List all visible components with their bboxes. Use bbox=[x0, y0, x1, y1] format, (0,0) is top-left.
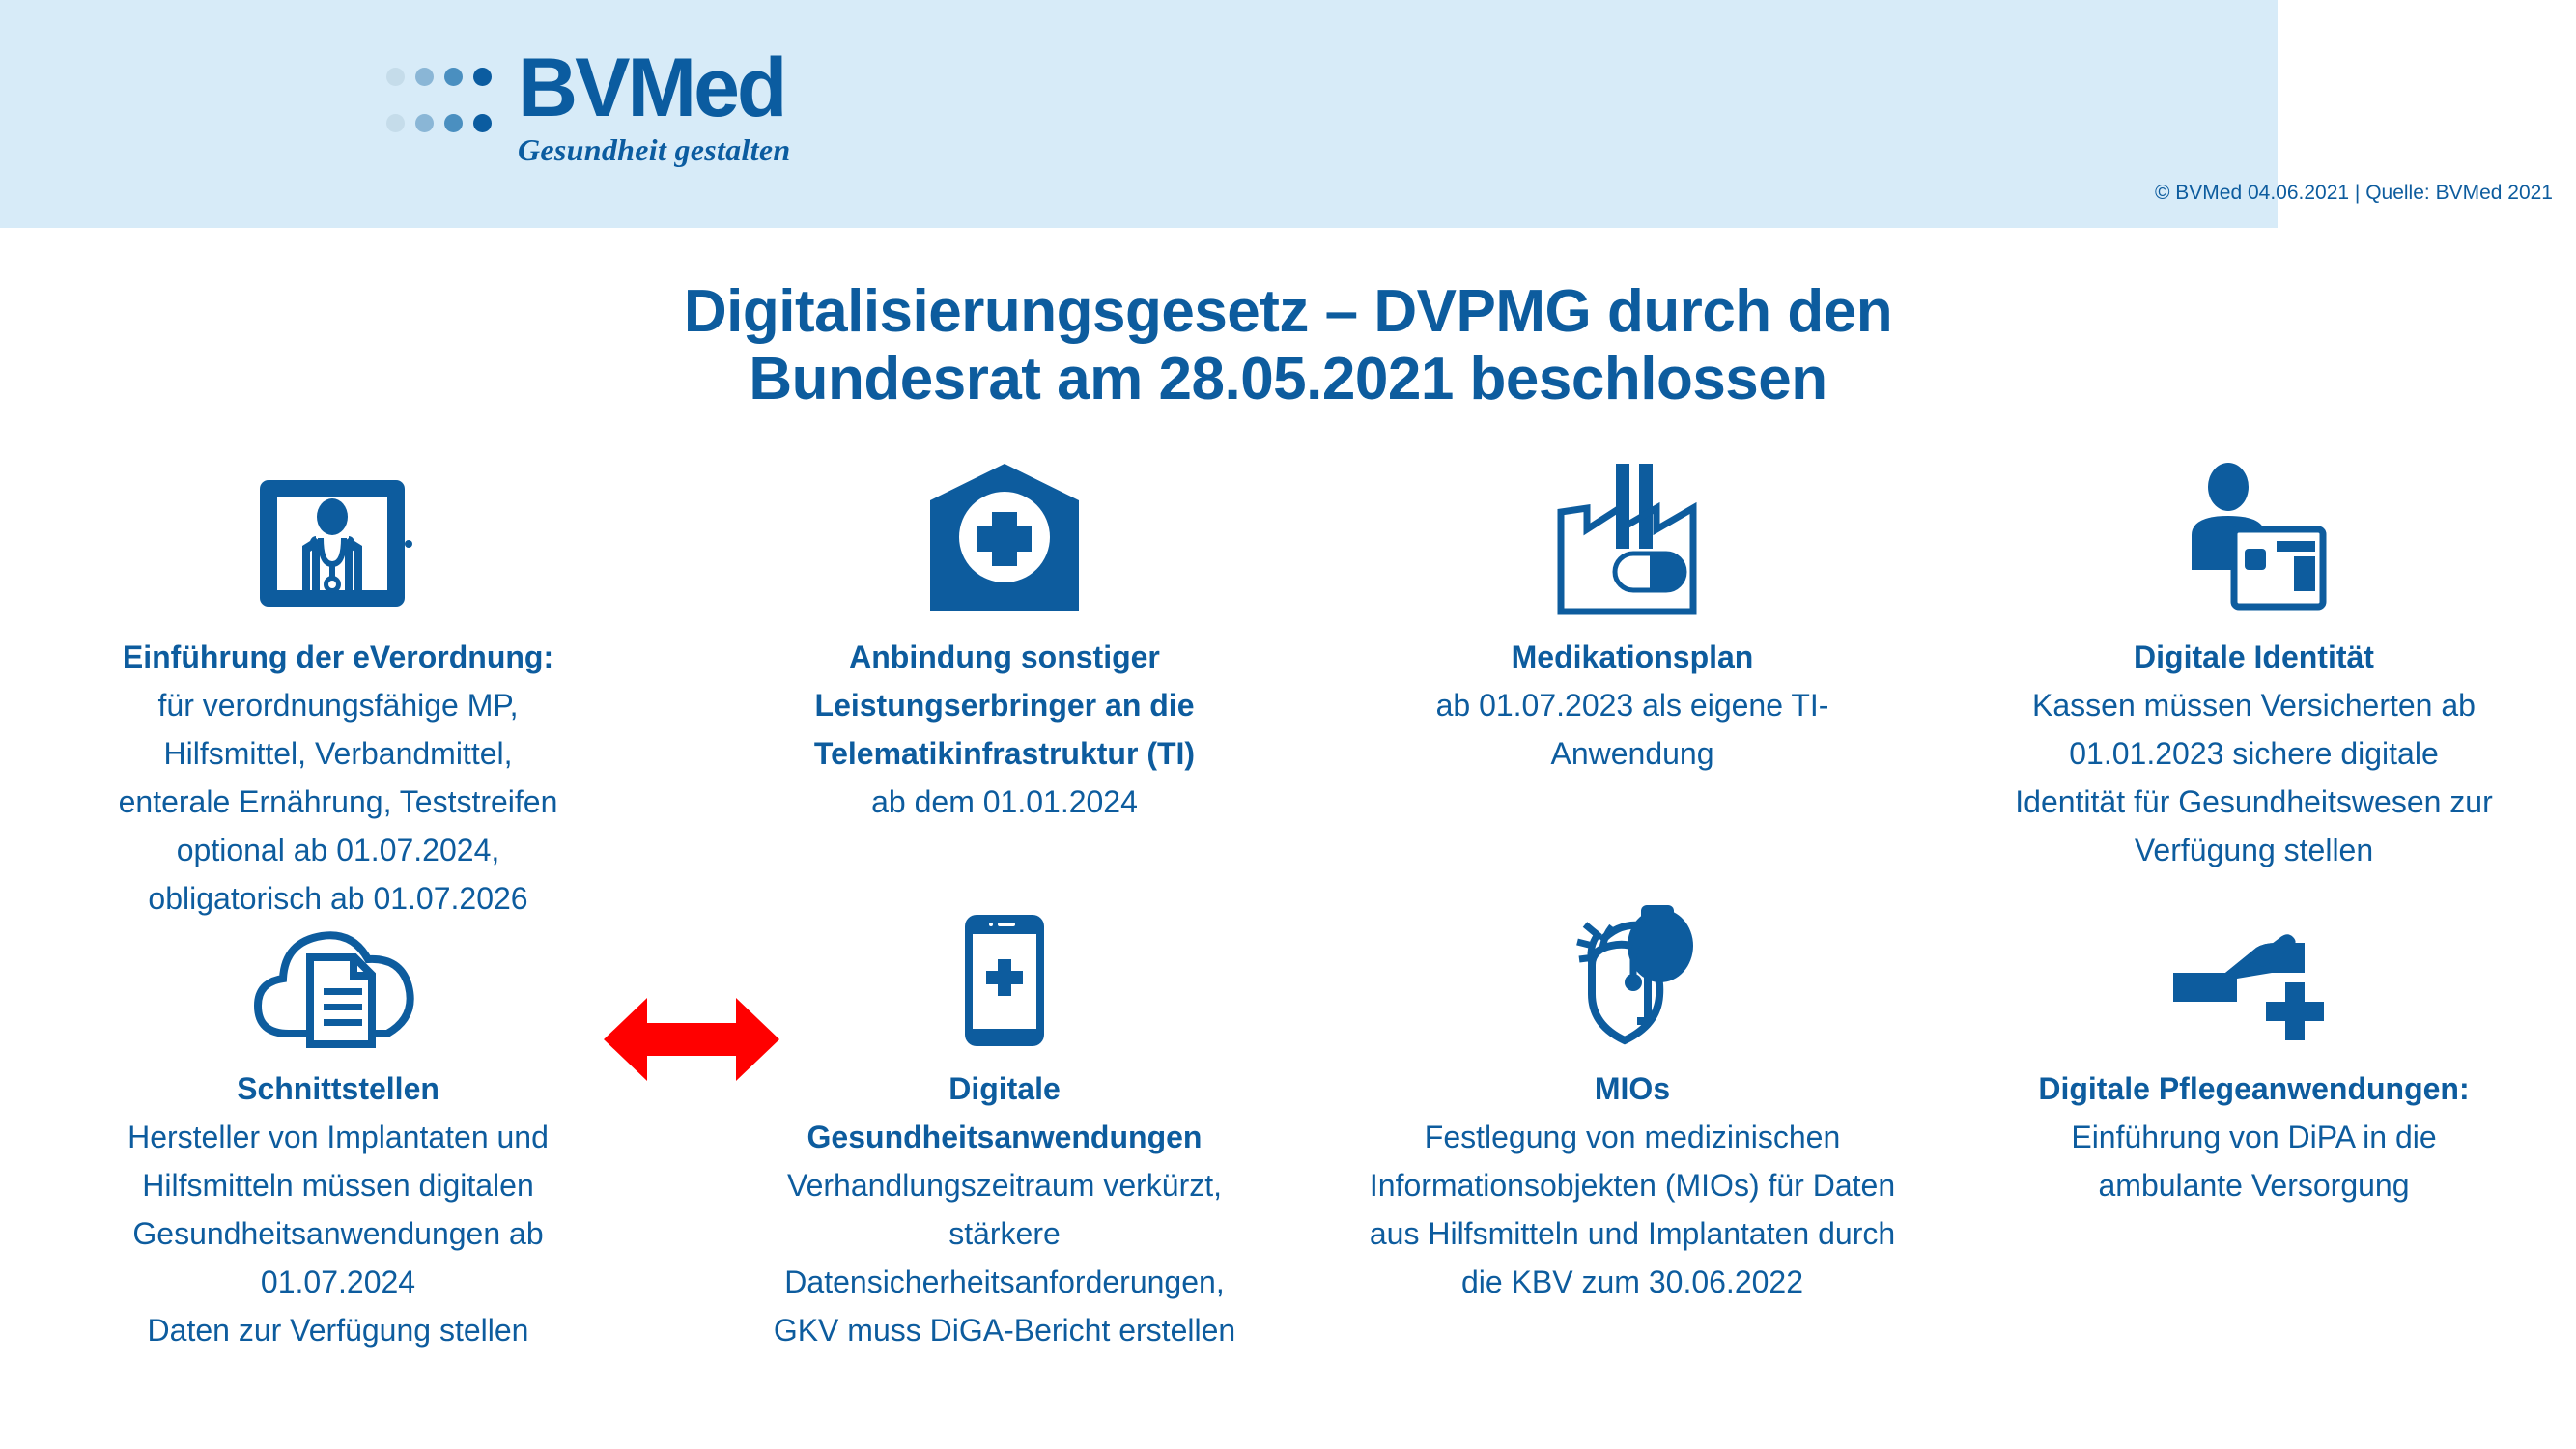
page-title: Digitalisierungsgesetz – DVPMG durch den… bbox=[0, 278, 2576, 413]
card-body-line: für verordnungsfähige MP, bbox=[157, 687, 519, 723]
icon-container bbox=[256, 462, 420, 616]
icon-container bbox=[1548, 905, 1717, 1048]
card-body-line: die KBV zum 30.06.2022 bbox=[1460, 1264, 1803, 1299]
page-title-line-1: Digitalisierungsgesetz – DVPMG durch den bbox=[683, 278, 1893, 345]
card-body-line: Informationsobjekten (MIOs) für Daten bbox=[1369, 1167, 1896, 1203]
logo-dot bbox=[386, 68, 405, 86]
card-caption: Digitale Identität Kassen müssen Versich… bbox=[1965, 634, 2544, 875]
logo-wordmark-med: Med bbox=[627, 42, 787, 134]
card-caption: Digitale Gesundheitsanwendungen Verhandl… bbox=[724, 1065, 1285, 1354]
hospital-house-cross-icon bbox=[930, 464, 1079, 611]
card-row-bottom: Schnittstellen Hersteller von Implantate… bbox=[0, 905, 2576, 1354]
card-heading: Digitale bbox=[948, 1071, 1061, 1106]
card-body-line: Kassen müssen Versicherten ab bbox=[2032, 687, 2476, 723]
card-body-line: enterale Ernährung, Teststreifen bbox=[118, 783, 558, 819]
card-body-line: ab 01.07.2023 als eigene TI- bbox=[1435, 687, 1829, 723]
card-body-line: Daten zur Verfügung stellen bbox=[147, 1312, 529, 1348]
card-digitale-gesundheitsanwendungen: Digitale Gesundheitsanwendungen Verhandl… bbox=[676, 915, 1333, 1354]
cloud-document-icon bbox=[253, 931, 414, 1048]
card-body-line: Hersteller von Implantaten und bbox=[127, 1119, 549, 1154]
heart-implant-icon bbox=[1575, 905, 1693, 1045]
card-caption: Digitale Pflegeanwendungen: Einführung v… bbox=[1984, 1065, 2525, 1210]
tablet-doctor-icon bbox=[260, 480, 412, 607]
bvmed-logo: BVMed Gesundheit gestalten bbox=[386, 46, 791, 168]
card-body-line: Datensicherheitsanforderungen, bbox=[784, 1264, 1225, 1299]
person-id-card-icon bbox=[2191, 463, 2326, 611]
copyright-notice: © BVMed 04.06.2021 | Quelle: BVMed 2021 bbox=[2154, 182, 2553, 204]
logo-tagline: Gesundheit gestalten bbox=[518, 132, 791, 168]
card-digitale-identitaet: Digitale Identität Kassen müssen Versich… bbox=[1932, 462, 2576, 923]
card-body-line: Verhandlungszeitraum verkürzt, bbox=[787, 1167, 1222, 1203]
icon-container bbox=[246, 923, 430, 1048]
page-title-line-2: Bundesrat am 28.05.2021 beschlossen bbox=[749, 346, 1827, 413]
icon-container bbox=[2172, 462, 2336, 616]
card-heading: Digitale Pflegeanwendungen: bbox=[2038, 1071, 2470, 1106]
card-body-line: Verfügung stellen bbox=[2134, 832, 2374, 867]
card-body-line: stärkere bbox=[948, 1215, 1061, 1251]
card-heading: Leistungserbringer an die bbox=[814, 687, 1195, 723]
logo-dot bbox=[386, 114, 405, 132]
card-mios: MIOs Festlegung von medizinischen Inform… bbox=[1333, 905, 1932, 1354]
logo-dot bbox=[415, 114, 434, 132]
card-caption: Schnittstellen Hersteller von Implantate… bbox=[77, 1065, 599, 1354]
card-body-line: ambulante Versorgung bbox=[2098, 1167, 2410, 1203]
card-body-line: 01.01.2023 sichere digitale bbox=[2069, 735, 2439, 771]
card-body-line: 01.07.2024 bbox=[260, 1264, 416, 1299]
card-body-line: aus Hilfsmitteln und Implantaten durch bbox=[1369, 1215, 1896, 1251]
card-schnittstellen: Schnittstellen Hersteller von Implantate… bbox=[0, 923, 676, 1354]
card-caption: Anbindung sonstiger Leistungserbringer a… bbox=[758, 634, 1251, 827]
card-caption: Medikationsplan ab 01.07.2023 als eigene… bbox=[1405, 634, 1859, 779]
card-row-top: Einführung der eVerordnung: für verordnu… bbox=[0, 462, 2576, 923]
card-body-line: Gesundheitsanwendungen ab bbox=[132, 1215, 544, 1251]
card-body-line: GKV muss DiGA-Bericht erstellen bbox=[773, 1312, 1236, 1348]
header-band bbox=[0, 0, 2278, 228]
card-body-line: obligatorisch ab 01.07.2026 bbox=[148, 880, 528, 916]
logo-wordmark: BVMed bbox=[518, 46, 790, 129]
card-body-line: Hilfsmittel, Verbandmittel, bbox=[163, 735, 513, 771]
card-heading: Schnittstellen bbox=[237, 1071, 439, 1106]
logo-wordmark-bv: BV bbox=[518, 42, 630, 134]
card-body-line: Einführung von DiPA in die bbox=[2071, 1119, 2437, 1154]
icon-container bbox=[2167, 923, 2341, 1048]
card-medikationsplan: Medikationsplan ab 01.07.2023 als eigene… bbox=[1333, 462, 1932, 923]
icon-container bbox=[926, 462, 1083, 616]
card-heading: Anbindung sonstiger bbox=[849, 639, 1160, 674]
logo-dot bbox=[444, 114, 463, 132]
hand-cross-care-icon bbox=[2172, 934, 2324, 1040]
card-body-line: optional ab 01.07.2024, bbox=[176, 832, 500, 867]
logo-dot bbox=[473, 114, 492, 132]
card-caption: Einführung der eVerordnung: für verordnu… bbox=[68, 634, 609, 923]
logo-dot-grid-icon bbox=[386, 68, 502, 160]
card-heading: Medikationsplan bbox=[1511, 639, 1754, 674]
card-heading: Telematikinfrastruktur (TI) bbox=[813, 735, 1196, 771]
card-body-line: ab dem 01.01.2024 bbox=[871, 783, 1138, 819]
card-digitale-pflegeanwendungen: Digitale Pflegeanwendungen: Einführung v… bbox=[1932, 923, 2576, 1354]
card-heading: MIOs bbox=[1594, 1071, 1671, 1106]
factory-pill-icon bbox=[1557, 464, 1697, 615]
card-eVerordnung: Einführung der eVerordnung: für verordnu… bbox=[0, 462, 676, 923]
logo-dot bbox=[444, 68, 463, 86]
logo-dot bbox=[415, 68, 434, 86]
card-body-line: Anwendung bbox=[1550, 735, 1714, 771]
card-heading: Digitale Identität bbox=[2134, 639, 2374, 674]
icon-container bbox=[1555, 462, 1710, 616]
card-body-line: Hilfsmitteln müssen digitalen bbox=[142, 1167, 534, 1203]
card-heading: Einführung der eVerordnung: bbox=[122, 639, 554, 674]
icon-container bbox=[956, 915, 1053, 1048]
card-telematikinfrastruktur: Anbindung sonstiger Leistungserbringer a… bbox=[676, 462, 1333, 923]
double-arrow-horizontal-icon bbox=[604, 998, 779, 1081]
card-body-line: Identität für Gesundheitswesen zur bbox=[2015, 783, 2493, 819]
card-body-line: Festlegung von medizinischen bbox=[1424, 1119, 1841, 1154]
card-heading: Gesundheitsanwendungen bbox=[807, 1119, 1203, 1154]
smartphone-cross-icon bbox=[965, 915, 1044, 1046]
logo-dot bbox=[473, 68, 492, 86]
card-caption: MIOs Festlegung von medizinischen Inform… bbox=[1333, 1065, 1932, 1307]
